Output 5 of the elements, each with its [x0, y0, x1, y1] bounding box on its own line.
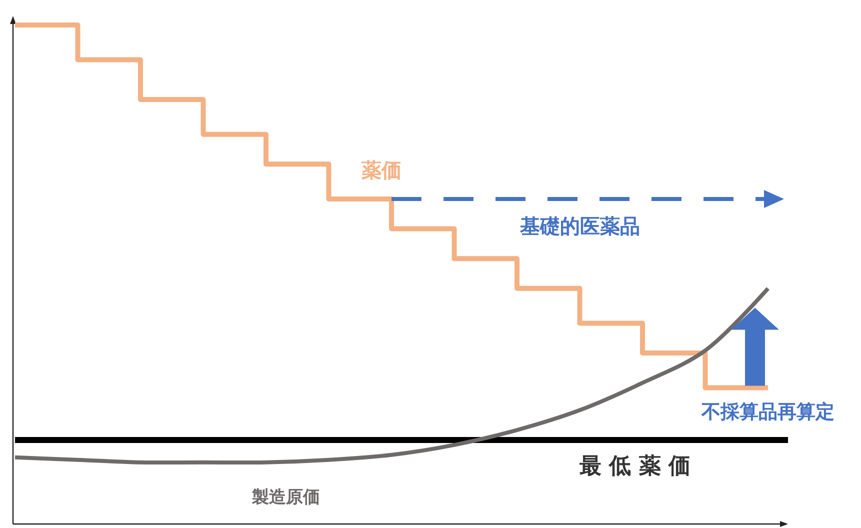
- annotation: 不採算品再算定: [700, 400, 834, 423]
- series-label: 基礎的医薬品: [518, 214, 640, 238]
- ref-line-label: 最 低 薬 価: [578, 454, 690, 479]
- series-label: 製造原価: [251, 487, 320, 508]
- series-label: 薬価: [360, 158, 402, 182]
